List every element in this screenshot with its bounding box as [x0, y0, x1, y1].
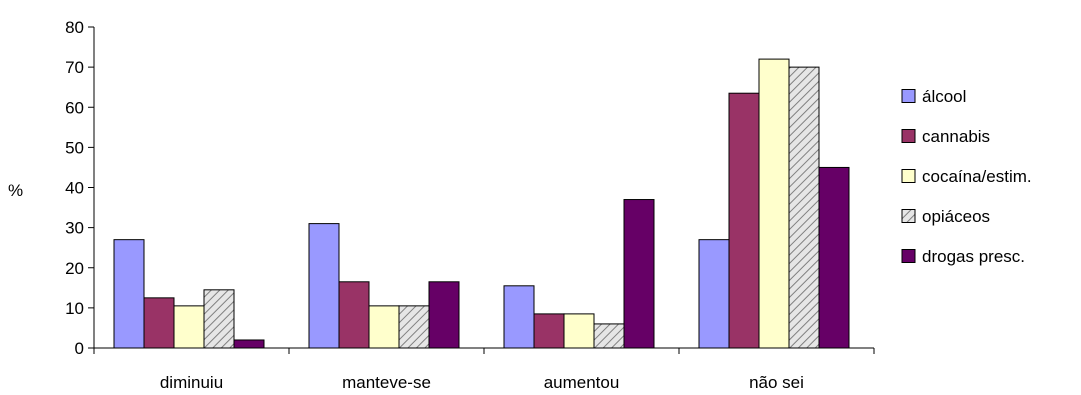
bar-2-4 [623, 199, 655, 349]
y-tick-label: 50 [65, 138, 84, 157]
bar-3-2 [758, 58, 790, 349]
x-category-label: aumentou [544, 373, 620, 392]
x-category-label: manteve-se [342, 373, 431, 392]
bar-3-0 [698, 239, 730, 349]
bar-0-3 [203, 289, 235, 349]
bar-1-1 [338, 281, 370, 349]
bar-1-4 [428, 281, 460, 349]
legend-swatch [901, 169, 916, 183]
bars [113, 58, 850, 349]
y-tick-label: 40 [65, 179, 84, 198]
y-tick-label: 80 [65, 18, 84, 37]
legend: álcool cannabis cocaína/estim. opiáceos drog… [901, 87, 1032, 266]
bar-0-2 [173, 305, 205, 349]
legend-swatch [901, 249, 916, 263]
y-tick-label: 70 [65, 58, 84, 77]
x-category-label: diminuiu [160, 373, 223, 392]
x-category-label: não sei [749, 373, 804, 392]
bar-3-1 [728, 92, 760, 349]
bar-1-3 [398, 305, 430, 349]
y-tick-label: 0 [75, 339, 84, 358]
legend-swatch [901, 209, 916, 223]
bar-3-4 [818, 166, 850, 349]
legend-label: cocaína/estim. [922, 167, 1032, 186]
legend-swatch [901, 129, 916, 143]
bar-0-1 [143, 297, 175, 349]
bar-1-0 [308, 223, 340, 349]
bar-3-3 [788, 66, 820, 349]
y-axis-label: % [8, 181, 23, 200]
bar-2-3 [593, 323, 625, 349]
legend-label: drogas presc. [922, 247, 1025, 266]
bar-0-0 [113, 239, 145, 349]
axes [93, 27, 875, 354]
y-tick-label: 10 [65, 299, 84, 318]
bar-1-2 [368, 305, 400, 349]
bar-0-4 [233, 339, 265, 349]
x-axis-labels: diminuiu manteve-se aumentou não sei [160, 373, 804, 392]
y-tick-label: 60 [65, 98, 84, 117]
bar-2-1 [533, 313, 565, 349]
bar-2-0 [503, 285, 535, 349]
legend-label: álcool [922, 87, 966, 106]
bar-2-2 [563, 313, 595, 349]
legend-label: opiáceos [922, 207, 990, 226]
y-tick-label: 20 [65, 259, 84, 278]
legend-label: cannabis [922, 127, 990, 146]
legend-swatch [901, 89, 916, 103]
y-axis-ticks: 0 10 20 30 40 50 60 70 80 [65, 18, 94, 358]
y-tick-label: 30 [65, 219, 84, 238]
